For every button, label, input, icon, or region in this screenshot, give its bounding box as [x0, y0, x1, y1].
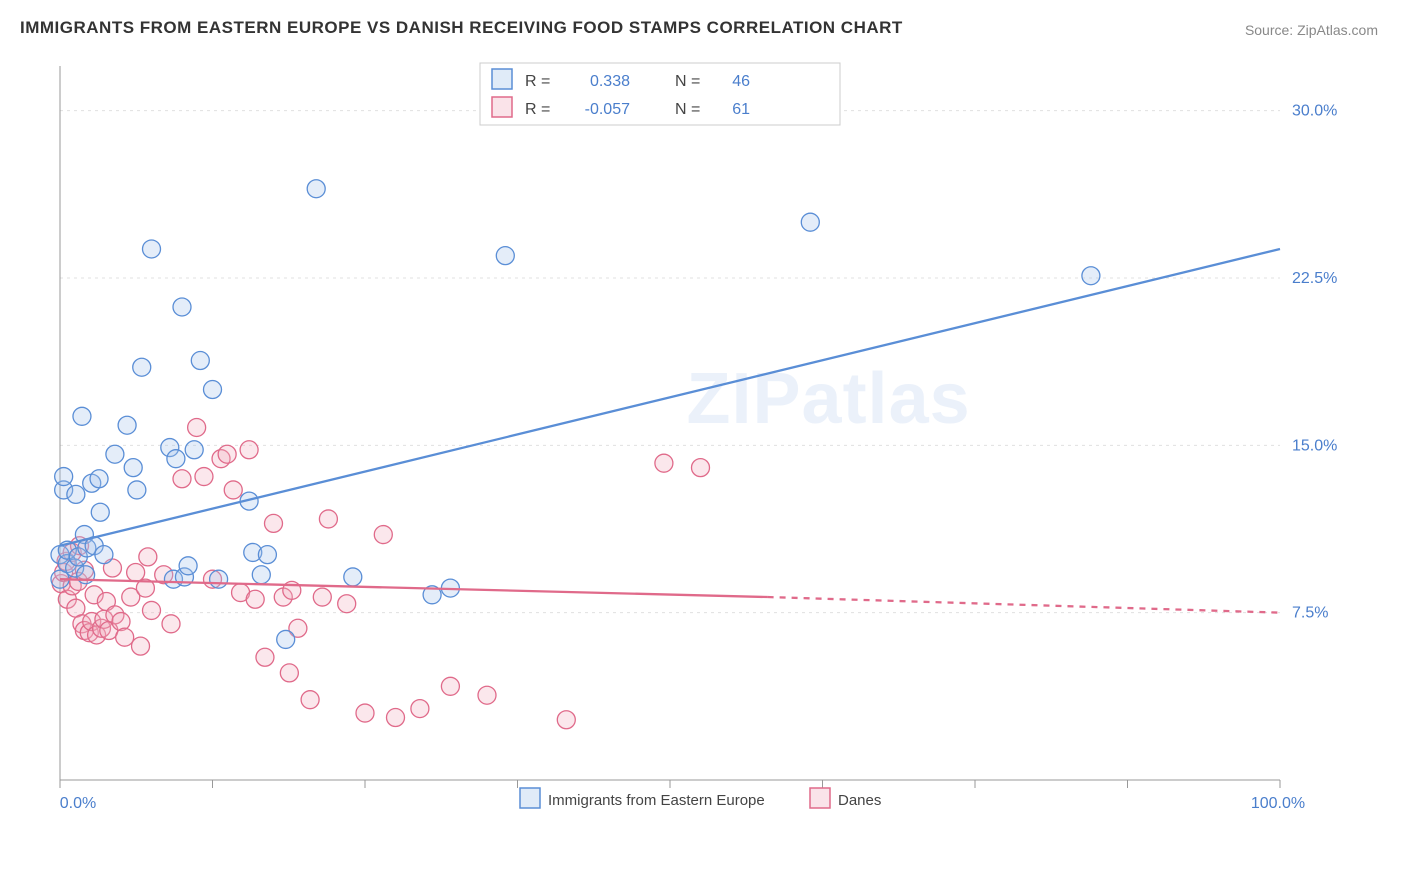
data-point	[185, 441, 203, 459]
bottom-legend-label: Immigrants from Eastern Europe	[548, 792, 765, 809]
data-point	[124, 459, 142, 477]
data-point	[128, 481, 146, 499]
data-point	[143, 240, 161, 258]
data-point	[387, 709, 405, 727]
data-point	[277, 630, 295, 648]
data-point	[162, 615, 180, 633]
bottom-legend-label: Danes	[838, 792, 881, 809]
data-point	[116, 628, 134, 646]
data-point	[265, 514, 283, 532]
data-point	[256, 648, 274, 666]
legend-r-value: 0.338	[590, 73, 630, 90]
y-tick-label: 15.0%	[1292, 437, 1337, 454]
y-tick-label: 30.0%	[1292, 103, 1337, 120]
data-point	[55, 468, 73, 486]
data-point	[246, 590, 264, 608]
data-point	[224, 481, 242, 499]
data-point	[106, 445, 124, 463]
legend-swatch	[492, 97, 512, 117]
data-point	[344, 568, 362, 586]
data-point	[127, 563, 145, 581]
data-point	[179, 557, 197, 575]
data-point	[240, 441, 258, 459]
data-point	[173, 298, 191, 316]
scatter-chart: 7.5%15.0%22.5%30.0%0.0%100.0%Receiving F…	[50, 60, 1340, 820]
data-point	[90, 470, 108, 488]
data-point	[655, 454, 673, 472]
data-point	[252, 566, 270, 584]
data-point	[112, 613, 130, 631]
data-point	[258, 546, 276, 564]
legend-r-label: R =	[525, 101, 550, 118]
data-point	[191, 352, 209, 370]
legend-swatch	[492, 69, 512, 89]
data-point	[313, 588, 331, 606]
data-point	[801, 213, 819, 231]
data-point	[188, 418, 206, 436]
data-point	[139, 548, 157, 566]
legend-n-label: N =	[675, 73, 700, 90]
chart-title: IMMIGRANTS FROM EASTERN EUROPE VS DANISH…	[20, 18, 903, 38]
legend-r-label: R =	[525, 73, 550, 90]
legend-n-label: N =	[675, 101, 700, 118]
legend-n-value: 61	[732, 101, 750, 118]
data-point	[195, 468, 213, 486]
data-point	[210, 570, 228, 588]
data-point	[67, 485, 85, 503]
data-point	[118, 416, 136, 434]
data-point	[73, 407, 91, 425]
x-tick-label: 0.0%	[60, 795, 96, 812]
data-point	[218, 445, 236, 463]
data-point	[280, 664, 298, 682]
data-point	[167, 450, 185, 468]
data-point	[204, 381, 222, 399]
data-point	[338, 595, 356, 613]
data-point	[132, 637, 150, 655]
data-point	[91, 503, 109, 521]
data-point	[319, 510, 337, 528]
data-point	[133, 358, 151, 376]
data-point	[411, 700, 429, 718]
y-tick-label: 22.5%	[1292, 270, 1337, 287]
source-attribution: Source: ZipAtlas.com	[1245, 22, 1378, 38]
data-point	[374, 526, 392, 544]
data-point	[307, 180, 325, 198]
trend-line-b	[60, 579, 768, 597]
data-point	[301, 691, 319, 709]
watermark: ZIPatlas	[687, 359, 971, 439]
data-point	[356, 704, 374, 722]
data-point	[478, 686, 496, 704]
legend-n-value: 46	[732, 73, 750, 90]
data-point	[1082, 267, 1100, 285]
y-tick-label: 7.5%	[1292, 605, 1328, 622]
x-tick-label: 100.0%	[1251, 795, 1305, 812]
trend-line-b-dash	[768, 597, 1280, 613]
data-point	[692, 459, 710, 477]
legend-r-value: -0.057	[585, 101, 630, 118]
bottom-legend-swatch	[810, 788, 830, 808]
chart-svg: 7.5%15.0%22.5%30.0%0.0%100.0%Receiving F…	[50, 60, 1340, 820]
bottom-legend-swatch	[520, 788, 540, 808]
data-point	[95, 546, 113, 564]
data-point	[173, 470, 191, 488]
data-point	[441, 677, 459, 695]
data-point	[557, 711, 575, 729]
data-point	[143, 601, 161, 619]
data-point	[496, 247, 514, 265]
trend-line-a	[60, 249, 1280, 546]
